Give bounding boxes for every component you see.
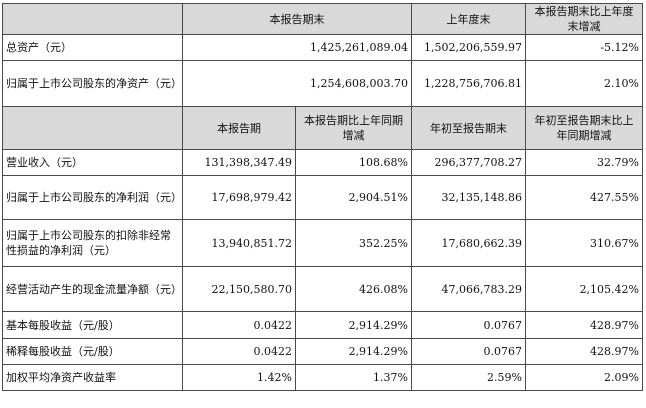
- table-row: 归属于上市公司股东的净资产（元） 1,254,608,003.70 1,228,…: [2, 60, 643, 107]
- row-label-weighted-roe: 加权平均净资产收益率: [2, 364, 183, 391]
- cell-value: 32.79%: [525, 149, 643, 176]
- cell-value: 2,914.29%: [295, 338, 412, 365]
- table-row: 总资产（元） 1,425,261,089.04 1,502,206,559.97…: [2, 34, 643, 61]
- bottom-header-period: 本报告期: [182, 106, 296, 150]
- cell-value: 352.25%: [295, 219, 412, 267]
- cell-value: 47,066,783.29: [411, 266, 526, 312]
- row-label-diluted-eps: 稀释每股收益（元/股）: [2, 338, 183, 365]
- cell-value: 296,377,708.27: [411, 149, 526, 176]
- cell-value: 1,502,206,559.97: [411, 34, 526, 61]
- table-row: 经营活动产生的现金流量净额（元） 22,150,580.70 426.08% 4…: [2, 266, 643, 312]
- cell-value: 1.37%: [295, 364, 412, 391]
- cell-value: 310.67%: [525, 219, 643, 267]
- bottom-header-ytd-change: 年初至报告期末比上年同期增减: [525, 106, 643, 150]
- table-row: 稀释每股收益（元/股） 0.0422 2,914.29% 0.0767 428.…: [2, 338, 643, 365]
- row-label-basic-eps: 基本每股收益（元/股）: [2, 311, 183, 339]
- cell-value: 1.42%: [182, 364, 296, 391]
- row-label-total-assets: 总资产（元）: [2, 34, 183, 61]
- financial-summary-table: 本报告期末 上年度末 本报告期末比上年度末增减 总资产（元） 1,425,261…: [2, 3, 643, 391]
- cell-value: -5.12%: [525, 34, 643, 61]
- cell-value: 17,698,979.42: [182, 175, 296, 220]
- cell-value: 131,398,347.49: [182, 149, 296, 176]
- row-label-net-assets: 归属于上市公司股东的净资产（元）: [2, 60, 183, 107]
- top-header-blank: [2, 3, 183, 35]
- cell-value: 108.68%: [295, 149, 412, 176]
- cell-value: 0.0422: [182, 338, 296, 365]
- cell-value: 2.09%: [525, 364, 643, 391]
- cell-value: 13,940,851.72: [182, 219, 296, 267]
- cell-value: 32,135,148.86: [411, 175, 526, 220]
- bottom-header-row: 本报告期 本报告期比上年同期增减 年初至报告期末 年初至报告期末比上年同期增减: [2, 106, 643, 150]
- cell-value: 1,425,261,089.04: [182, 34, 412, 61]
- row-label-net-profit: 归属于上市公司股东的净利润（元）: [2, 175, 183, 220]
- cell-value: 17,680,662.39: [411, 219, 526, 267]
- bottom-header-period-change: 本报告期比上年同期增减: [295, 106, 412, 150]
- cell-value: 427.55%: [525, 175, 643, 220]
- cell-value: 0.0767: [411, 338, 526, 365]
- table-row: 归属于上市公司股东的扣除非经常性损益的净利润（元） 13,940,851.72 …: [2, 219, 643, 267]
- cell-value: 1,228,756,706.81: [411, 60, 526, 107]
- cell-value: 428.97%: [525, 311, 643, 339]
- top-header-change: 本报告期末比上年度末增减: [525, 3, 643, 35]
- cell-value: 428.97%: [525, 338, 643, 365]
- top-header-period-end: 本报告期末: [182, 3, 412, 35]
- cell-value: 0.0422: [182, 311, 296, 339]
- row-label-revenue: 营业收入（元）: [2, 149, 183, 176]
- bottom-header-ytd: 年初至报告期末: [411, 106, 526, 150]
- row-label-net-profit-excl-nonrecurring: 归属于上市公司股东的扣除非经常性损益的净利润（元）: [2, 219, 183, 267]
- cell-value: 426.08%: [295, 266, 412, 312]
- top-header-row: 本报告期末 上年度末 本报告期末比上年度末增减: [2, 3, 643, 35]
- table-row: 基本每股收益（元/股） 0.0422 2,914.29% 0.0767 428.…: [2, 311, 643, 339]
- cell-value: 1,254,608,003.70: [182, 60, 412, 107]
- cell-value: 2,914.29%: [295, 311, 412, 339]
- cell-value: 0.0767: [411, 311, 526, 339]
- cell-value: 2.10%: [525, 60, 643, 107]
- cell-value: 2,904.51%: [295, 175, 412, 220]
- row-label-operating-cash-flow: 经营活动产生的现金流量净额（元）: [2, 266, 183, 312]
- table-row: 营业收入（元） 131,398,347.49 108.68% 296,377,7…: [2, 149, 643, 176]
- cell-value: 22,150,580.70: [182, 266, 296, 312]
- cell-value: 2,105.42%: [525, 266, 643, 312]
- top-header-prior-year-end: 上年度末: [411, 3, 526, 35]
- table-row: 归属于上市公司股东的净利润（元） 17,698,979.42 2,904.51%…: [2, 175, 643, 220]
- cell-value: 2.59%: [411, 364, 526, 391]
- table-row: 加权平均净资产收益率 1.42% 1.37% 2.59% 2.09%: [2, 364, 643, 391]
- bottom-header-blank: [2, 106, 183, 150]
